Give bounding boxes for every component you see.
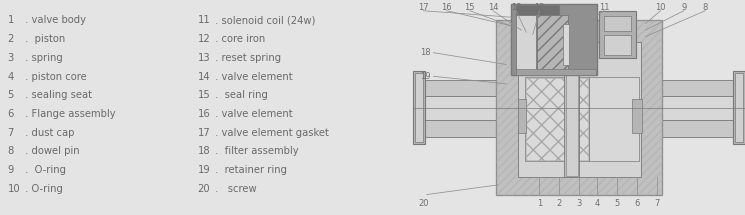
Text: . valve element: . valve element bbox=[212, 109, 293, 119]
Bar bbox=[516, 5, 559, 17]
Text: . valve element: . valve element bbox=[212, 72, 293, 81]
Text: . dust cap: . dust cap bbox=[22, 128, 74, 138]
Text: .  piston: . piston bbox=[22, 34, 66, 44]
Bar bbox=[518, 99, 526, 133]
Text: 17: 17 bbox=[418, 3, 428, 12]
Text: . piston core: . piston core bbox=[22, 72, 87, 81]
Text: .  retainer ring: . retainer ring bbox=[212, 165, 288, 175]
Text: 16: 16 bbox=[197, 109, 210, 119]
Text: 8: 8 bbox=[7, 146, 13, 156]
Text: 4: 4 bbox=[7, 72, 13, 81]
Text: 4: 4 bbox=[595, 199, 600, 208]
Bar bbox=[633, 99, 642, 133]
Text: 14: 14 bbox=[488, 3, 498, 12]
Text: .  O-ring: . O-ring bbox=[22, 165, 66, 175]
Bar bbox=[652, 80, 745, 96]
Text: 12: 12 bbox=[197, 34, 210, 44]
Text: 1: 1 bbox=[7, 15, 14, 25]
Bar bbox=[413, 80, 507, 96]
Bar bbox=[564, 27, 580, 177]
Text: 1: 1 bbox=[537, 199, 542, 208]
Bar bbox=[518, 42, 641, 177]
Bar bbox=[413, 71, 425, 144]
Bar bbox=[415, 73, 423, 142]
Text: 2: 2 bbox=[7, 34, 14, 44]
Text: 19: 19 bbox=[197, 165, 210, 175]
Text: 9: 9 bbox=[7, 165, 14, 175]
Text: 9: 9 bbox=[681, 3, 686, 12]
Text: 15: 15 bbox=[465, 3, 475, 12]
Bar bbox=[413, 120, 507, 137]
Text: . reset spring: . reset spring bbox=[212, 53, 282, 63]
Bar bbox=[496, 20, 662, 195]
Bar bbox=[496, 20, 662, 195]
Bar bbox=[562, 24, 569, 64]
Text: 18: 18 bbox=[420, 48, 431, 57]
Text: 13: 13 bbox=[197, 53, 210, 63]
Bar bbox=[566, 27, 577, 176]
Text: 10: 10 bbox=[655, 3, 666, 12]
Text: .  seal ring: . seal ring bbox=[212, 90, 268, 100]
Bar bbox=[516, 15, 536, 72]
Bar bbox=[413, 96, 507, 120]
Text: . spring: . spring bbox=[22, 53, 63, 63]
Bar bbox=[733, 71, 745, 144]
Text: 5: 5 bbox=[7, 90, 14, 100]
Bar bbox=[599, 11, 635, 58]
Text: 14: 14 bbox=[197, 72, 210, 81]
Text: 3: 3 bbox=[7, 53, 13, 63]
Text: 16: 16 bbox=[441, 3, 452, 12]
Text: 7: 7 bbox=[654, 199, 660, 208]
Text: 17: 17 bbox=[197, 128, 210, 138]
Text: 7: 7 bbox=[7, 128, 14, 138]
Text: 18: 18 bbox=[197, 146, 210, 156]
Text: . solenoid coil (24w): . solenoid coil (24w) bbox=[212, 15, 316, 25]
Text: 13: 13 bbox=[511, 3, 522, 12]
Text: . valve body: . valve body bbox=[22, 15, 86, 25]
Text: 20: 20 bbox=[197, 184, 210, 194]
Text: 12: 12 bbox=[534, 3, 545, 12]
Text: 6: 6 bbox=[7, 109, 14, 119]
Text: . valve element gasket: . valve element gasket bbox=[212, 128, 329, 138]
Bar bbox=[524, 77, 589, 161]
Text: 5: 5 bbox=[615, 199, 620, 208]
Bar bbox=[511, 4, 597, 75]
Text: . dowel pin: . dowel pin bbox=[22, 146, 80, 156]
Bar bbox=[735, 73, 744, 142]
Bar bbox=[604, 35, 630, 55]
Bar bbox=[526, 78, 588, 160]
Text: 6: 6 bbox=[635, 199, 640, 208]
Text: 15: 15 bbox=[197, 90, 210, 100]
Text: 11: 11 bbox=[197, 15, 210, 25]
Text: 10: 10 bbox=[7, 184, 20, 194]
Text: .  filter assembly: . filter assembly bbox=[212, 146, 299, 156]
Bar bbox=[516, 69, 596, 75]
Bar bbox=[589, 77, 639, 161]
Text: . core iron: . core iron bbox=[212, 34, 265, 44]
Text: . sealing seat: . sealing seat bbox=[22, 90, 92, 100]
Text: 19: 19 bbox=[420, 72, 431, 81]
Text: .   screw: . screw bbox=[212, 184, 257, 194]
Text: 11: 11 bbox=[599, 3, 609, 12]
Text: 8: 8 bbox=[703, 3, 708, 12]
Text: 20: 20 bbox=[418, 199, 428, 208]
Bar bbox=[537, 15, 568, 72]
Text: 3: 3 bbox=[577, 199, 582, 208]
Text: . Flange assembly: . Flange assembly bbox=[22, 109, 116, 119]
Bar bbox=[652, 120, 745, 137]
Bar bbox=[604, 16, 630, 31]
Bar bbox=[652, 96, 745, 120]
Text: 2: 2 bbox=[557, 199, 562, 208]
Text: . O-ring: . O-ring bbox=[22, 184, 63, 194]
